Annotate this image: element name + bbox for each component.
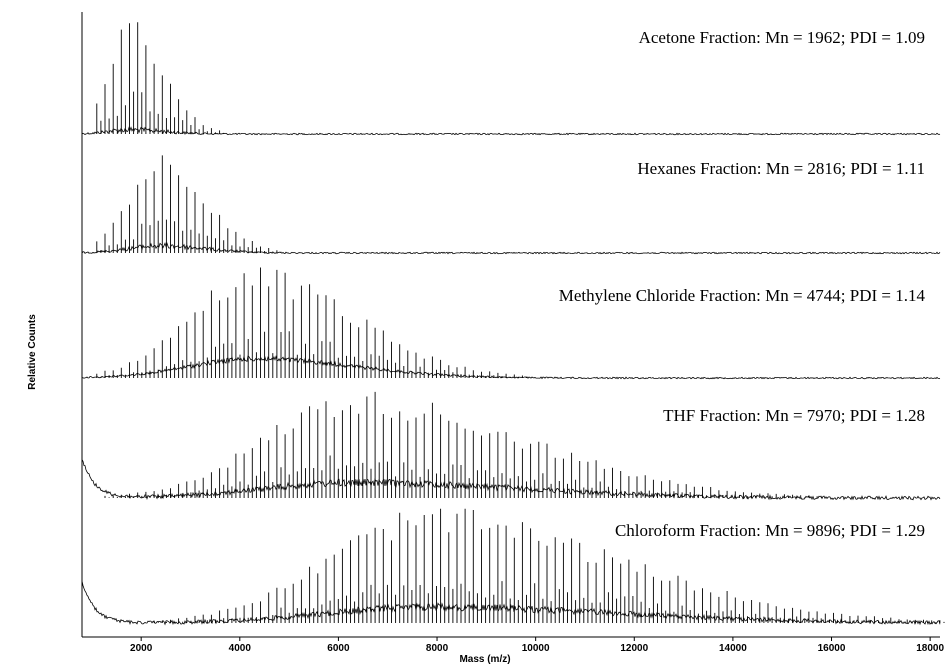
fraction-label: Chloroform Fraction: Mn = 9896; PDI = 1.… <box>615 521 925 540</box>
spectrum-baseline-trace <box>81 126 941 136</box>
x-axis: 2000 4000 6000 8000 10000 12000 14000 16000 1800… <box>82 636 944 665</box>
spectrum-panel: Chloroform Fraction: Mn = 9896; PDI = 1.… <box>81 508 945 626</box>
y-axis-label: Relative Counts <box>27 314 38 390</box>
x-tick-label: 14000 <box>719 643 747 654</box>
x-axis-ticks: 2000 4000 6000 8000 10000 12000 14000 16000 1800… <box>130 637 944 654</box>
spectrum-baseline-trace <box>81 355 941 380</box>
fraction-label: THF Fraction: Mn = 7970; PDI = 1.28 <box>663 406 925 425</box>
spectrum-peaks <box>96 267 527 378</box>
spectrum-panel: THF Fraction: Mn = 7970; PDI = 1.28 <box>81 391 941 501</box>
fraction-label: Methylene Chloride Fraction: Mn = 4744; … <box>559 286 926 305</box>
spectrum-peaks <box>96 155 282 253</box>
x-tick-label: 10000 <box>522 643 550 654</box>
x-tick-label: 18000 <box>916 643 944 654</box>
spectrum-baseline-trace <box>81 580 941 626</box>
x-axis-label: Mass (m/z) <box>459 654 510 665</box>
spectrum-baseline-trace <box>81 459 941 501</box>
fraction-label: Acetone Fraction: Mn = 1962; PDI = 1.09 <box>639 28 925 47</box>
spectrum-peaks <box>153 508 945 623</box>
spectra-panels: Acetone Fraction: Mn = 1962; PDI = 1.09 H… <box>81 22 945 626</box>
spectrum-panel: Methylene Chloride Fraction: Mn = 4744; … <box>81 267 941 380</box>
spectrum-panel: Acetone Fraction: Mn = 1962; PDI = 1.09 <box>81 22 941 136</box>
x-tick-label: 4000 <box>229 643 252 654</box>
spectrum-baseline-trace <box>81 241 941 255</box>
x-tick-label: 12000 <box>620 643 648 654</box>
x-tick-label: 16000 <box>818 643 846 654</box>
spectrum-panel: Hexanes Fraction: Mn = 2816; PDI = 1.11 <box>81 155 941 255</box>
spectrum-peaks <box>104 391 822 498</box>
x-tick-label: 2000 <box>130 643 153 654</box>
x-tick-label: 6000 <box>327 643 350 654</box>
spectrum-peaks <box>96 22 225 134</box>
fraction-label: Hexanes Fraction: Mn = 2816; PDI = 1.11 <box>637 159 925 178</box>
x-tick-label: 8000 <box>426 643 449 654</box>
